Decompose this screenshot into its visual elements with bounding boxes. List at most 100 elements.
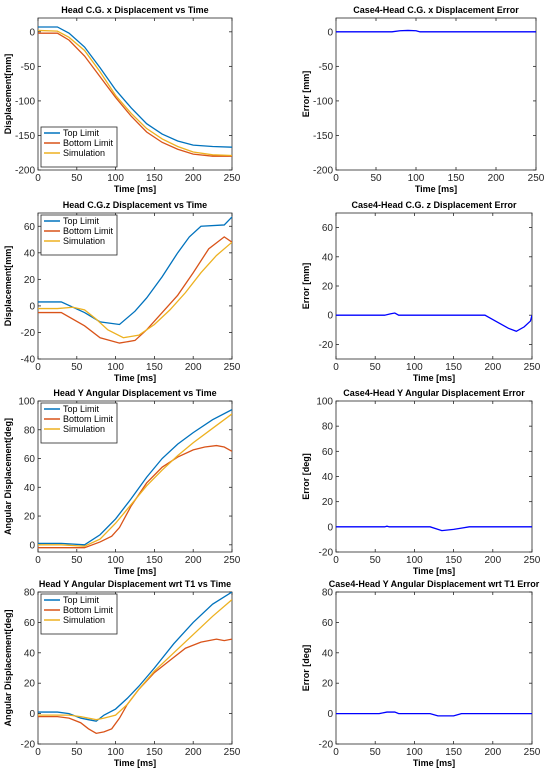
chart-title: Case4-Head Y Angular Displacement wrt T1… xyxy=(329,579,540,589)
error-line xyxy=(336,29,536,33)
x-tick-label: 150 xyxy=(146,555,163,566)
y-tick-label: 40 xyxy=(24,483,36,494)
y-tick-label: -20 xyxy=(319,740,334,751)
x-tick-label: 0 xyxy=(333,362,339,373)
y-tick-label: -200 xyxy=(15,166,35,177)
y-tick-label: -20 xyxy=(21,740,36,751)
simulation-line xyxy=(38,599,232,721)
x-tick-label: 0 xyxy=(333,747,339,758)
error-line xyxy=(336,711,532,717)
y-tick-label: 60 xyxy=(322,618,334,629)
y-tick-label: 80 xyxy=(24,425,36,436)
x-tick-label: 50 xyxy=(370,173,382,184)
y-tick-label: 20 xyxy=(24,275,36,286)
chart-2: Case4-Head C.G. x Displacement Error 0 50 1… xyxy=(301,5,545,194)
x-tick-label: 50 xyxy=(370,555,382,566)
legend-label: Simulation xyxy=(63,148,105,158)
chart-6: Case4-Head Y Angular Displacement Error 0… xyxy=(301,388,541,576)
x-tick-label: 200 xyxy=(484,747,501,758)
legend-label: Simulation xyxy=(63,615,105,625)
chart-7: Head Y Angular Displacement wrt T1 vs Ti… xyxy=(3,579,241,768)
y-tick-label: 60 xyxy=(322,223,334,234)
x-tick-label: 50 xyxy=(71,362,83,373)
x-tick-label: 0 xyxy=(35,555,41,566)
y-tick-label: -150 xyxy=(15,131,35,142)
y-tick-label: 80 xyxy=(24,588,36,599)
x-tick-label: 150 xyxy=(445,555,462,566)
y-axis-label: Displacement[mm] xyxy=(3,54,13,135)
y-tick-label: -50 xyxy=(21,62,36,73)
error-line xyxy=(336,312,532,332)
x-tick-label: 150 xyxy=(448,173,465,184)
y-tick-label: 0 xyxy=(327,27,333,38)
y-tick-label: -20 xyxy=(319,548,334,559)
legend-label: Top Limit xyxy=(63,404,100,414)
top-limit-line xyxy=(38,216,232,326)
y-tick-label: 20 xyxy=(322,282,334,293)
simulation-line xyxy=(38,241,232,339)
y-tick-label: 40 xyxy=(322,648,334,659)
top-limit-line xyxy=(38,409,232,546)
y-tick-label: -200 xyxy=(313,166,333,177)
plot-area-frame xyxy=(335,400,533,553)
x-tick-label: 250 xyxy=(224,362,241,373)
y-tick-label: -40 xyxy=(21,355,36,366)
y-tick-label: 100 xyxy=(316,397,333,408)
legend-label: Top Limit xyxy=(63,128,100,138)
y-tick-label: 80 xyxy=(322,422,334,433)
bottom-limit-line xyxy=(38,32,232,157)
x-tick-label: 100 xyxy=(107,747,124,758)
plot-area-frame xyxy=(335,591,533,745)
x-tick-label: 100 xyxy=(107,555,124,566)
x-tick-label: 200 xyxy=(484,362,501,373)
y-tick-label: -100 xyxy=(15,96,35,107)
x-tick-label: 250 xyxy=(524,747,541,758)
chart-5: Head Y Angular Displacement vs Time 0 50 10… xyxy=(3,388,241,576)
y-tick-label: 0 xyxy=(327,709,333,720)
chart-3: Head C.G.z Displacement vs Time 0 50 100 150… xyxy=(3,200,241,383)
chart-4: Case4-Head C.G. z Displacement Error 0 50 1… xyxy=(301,200,541,383)
chart-8: Case4-Head Y Angular Displacement wrt T1… xyxy=(301,579,541,768)
x-tick-label: 150 xyxy=(146,362,163,373)
x-tick-label: 50 xyxy=(71,555,83,566)
legend-label: Bottom Limit xyxy=(63,226,114,236)
x-axis-label: Time [ms] xyxy=(413,758,455,768)
plot-area-frame xyxy=(37,212,233,360)
y-tick-label: 40 xyxy=(322,472,334,483)
y-tick-label: 60 xyxy=(322,447,334,458)
y-tick-label: -20 xyxy=(21,328,36,339)
x-tick-label: 100 xyxy=(406,747,423,758)
x-tick-label: 250 xyxy=(224,173,241,184)
y-tick-label: 0 xyxy=(29,301,35,312)
y-tick-label: -20 xyxy=(319,340,334,351)
x-tick-label: 0 xyxy=(333,555,339,566)
x-axis-label: Time [ms] xyxy=(114,758,156,768)
x-tick-label: 50 xyxy=(370,747,382,758)
y-tick-label: 60 xyxy=(24,222,36,233)
x-tick-label: 0 xyxy=(35,747,41,758)
x-tick-label: 50 xyxy=(71,747,83,758)
y-tick-label: 40 xyxy=(322,252,334,263)
plot-area-frame xyxy=(335,212,533,360)
legend-label: Bottom Limit xyxy=(63,605,114,615)
y-axis-label: Error [deg] xyxy=(301,453,311,500)
x-axis-label: Time [ms] xyxy=(114,373,156,383)
x-tick-label: 150 xyxy=(146,747,163,758)
x-tick-label: 250 xyxy=(224,555,241,566)
x-axis-label: Time [ms] xyxy=(413,566,455,576)
y-tick-label: 0 xyxy=(29,27,35,38)
bottom-limit-line xyxy=(38,444,232,549)
x-tick-label: 0 xyxy=(333,173,339,184)
legend-label: Bottom Limit xyxy=(63,414,114,424)
x-tick-label: 150 xyxy=(445,362,462,373)
chart-title: Head Y Angular Displacement vs Time xyxy=(53,388,216,398)
x-tick-label: 200 xyxy=(488,173,505,184)
y-tick-label: 80 xyxy=(322,588,334,599)
x-tick-label: 250 xyxy=(528,173,545,184)
y-tick-label: 0 xyxy=(29,709,35,720)
y-tick-label: -50 xyxy=(319,62,334,73)
